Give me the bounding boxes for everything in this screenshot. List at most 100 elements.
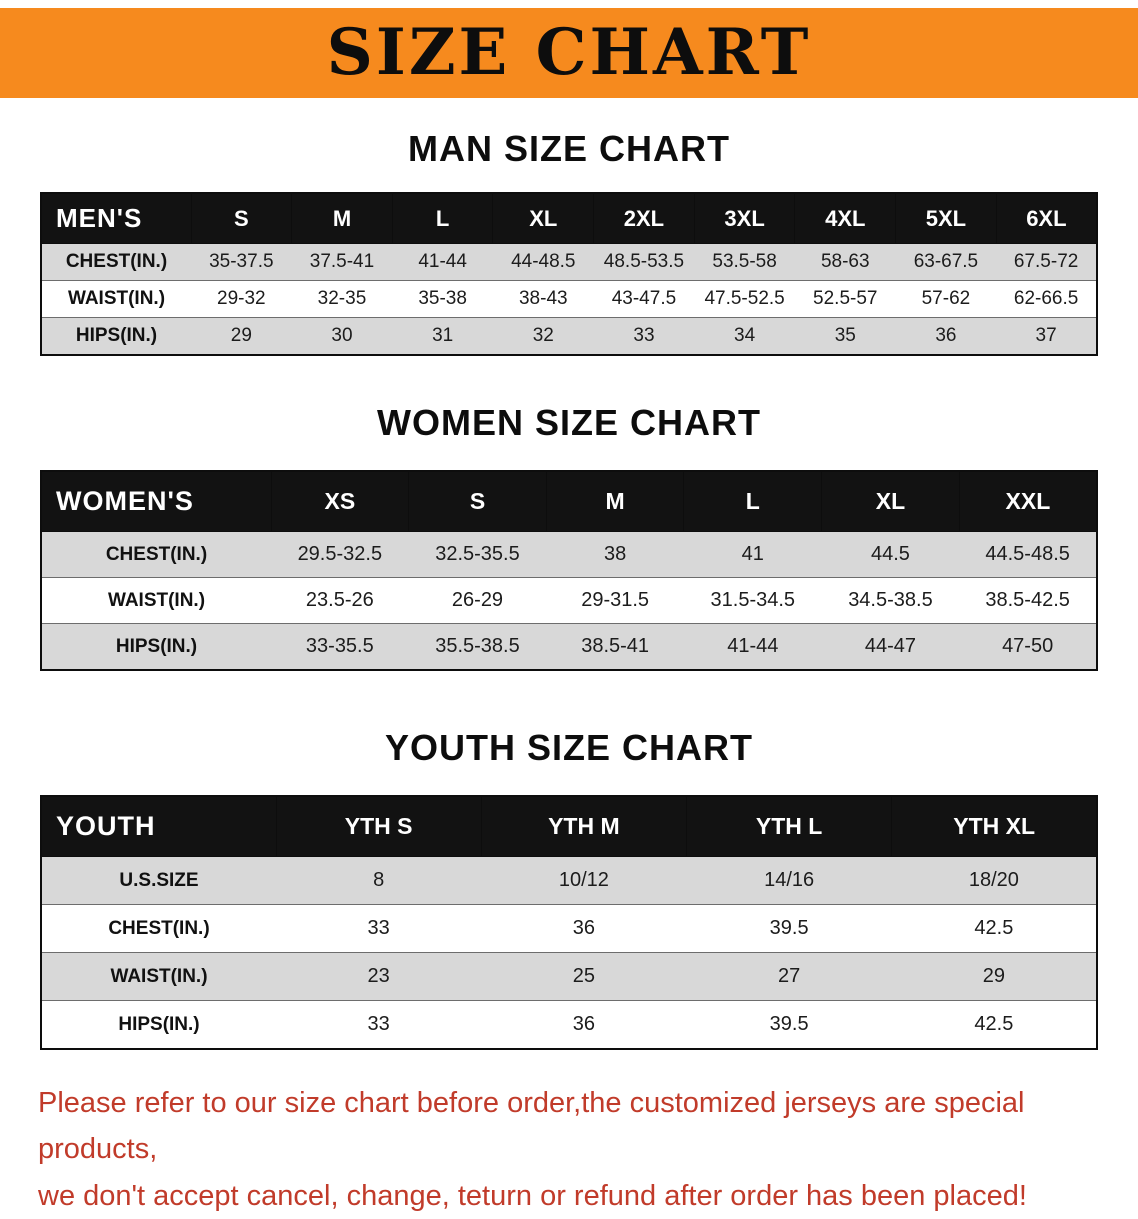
men-size-table: MEN'S S M L XL 2XL 3XL 4XL 5XL 6XL CHEST(IN.) 35-3… xyxy=(40,192,1098,356)
size-column-header: 2XL xyxy=(593,192,695,244)
size-value: 57-62 xyxy=(895,280,997,318)
size-value: 44.5 xyxy=(821,531,960,578)
size-value: 33-35.5 xyxy=(271,623,409,671)
size-value: 41 xyxy=(683,531,822,578)
size-value: 67.5-72 xyxy=(996,243,1097,281)
size-column-header: S xyxy=(190,192,293,244)
size-value: 25 xyxy=(481,952,687,1001)
size-column-header: M xyxy=(545,470,685,532)
size-value: 42.5 xyxy=(891,904,1097,953)
size-value: 18/20 xyxy=(891,856,1097,905)
size-value: 37.5-41 xyxy=(291,243,393,281)
size-value: 33 xyxy=(593,317,695,356)
size-value: 34 xyxy=(694,317,795,356)
youth-section-heading: YOUTH SIZE CHART xyxy=(384,727,753,768)
size-value: 34.5-38.5 xyxy=(821,577,960,624)
size-column-header: S xyxy=(408,470,547,532)
size-column-header: YTH L xyxy=(685,795,893,857)
size-value: 8 xyxy=(276,856,482,905)
size-value: 29.5-32.5 xyxy=(271,531,409,578)
row-label: CHEST(IN.) xyxy=(41,531,271,578)
size-value: 44-47 xyxy=(821,623,960,671)
table-title-cell: WOMEN'S xyxy=(40,470,272,532)
size-column-header: 4XL xyxy=(794,192,897,244)
table-row: HIPS(IN.) 33 36 39.5 42.5 xyxy=(41,1000,1097,1050)
size-value: 35 xyxy=(794,317,896,356)
size-value: 37 xyxy=(996,317,1097,356)
table-row: CHEST(IN.) 33 36 39.5 42.5 xyxy=(41,904,1097,953)
size-column-header: 3XL xyxy=(693,192,796,244)
size-value: 38.5-41 xyxy=(546,623,684,671)
size-value: 47.5-52.5 xyxy=(694,280,795,318)
women-section-heading: WOMEN SIZE CHART xyxy=(377,402,761,443)
size-value: 36 xyxy=(481,904,687,953)
size-column-header: XS xyxy=(270,470,410,532)
row-label: CHEST(IN.) xyxy=(41,243,191,281)
row-label: WAIST(IN.) xyxy=(41,952,276,1001)
table-row: WAIST(IN.) 23 25 27 29 xyxy=(41,952,1097,1001)
size-value: 52.5-57 xyxy=(794,280,896,318)
table-title-cell: MEN'S xyxy=(40,192,192,244)
size-value: 27 xyxy=(686,952,892,1001)
youth-table-header-row: YOUTH YTH S YTH M YTH L YTH XL xyxy=(40,795,1098,857)
size-value: 30 xyxy=(291,317,393,356)
size-value: 63-67.5 xyxy=(895,243,997,281)
size-value: 39.5 xyxy=(686,904,892,953)
size-value: 35-37.5 xyxy=(191,243,292,281)
size-value: 38-43 xyxy=(492,280,594,318)
row-label: HIPS(IN.) xyxy=(41,317,191,356)
table-row: WAIST(IN.) 23.5-26 26-29 29-31.5 31.5-34.5 34… xyxy=(41,577,1097,624)
size-column-header: YTH M xyxy=(480,795,688,857)
size-column-header: XXL xyxy=(958,470,1098,532)
size-value: 32-35 xyxy=(291,280,393,318)
size-column-header: M xyxy=(291,192,393,244)
size-value: 29-32 xyxy=(191,280,292,318)
size-value: 58-63 xyxy=(794,243,896,281)
size-value: 38 xyxy=(546,531,684,578)
size-value: 33 xyxy=(276,1000,482,1050)
size-value: 44-48.5 xyxy=(492,243,594,281)
size-value: 14/16 xyxy=(686,856,892,905)
size-value: 36 xyxy=(895,317,997,356)
size-column-header: 6XL xyxy=(995,192,1098,244)
women-table-header-row: WOMEN'S XS S M L XL XXL xyxy=(40,470,1098,532)
size-column-header: XL xyxy=(821,470,960,532)
row-label: U.S.SIZE xyxy=(41,856,276,905)
youth-size-table: YOUTH YTH S YTH M YTH L YTH XL U.S.SIZE 8 10/1… xyxy=(40,795,1098,1050)
size-value: 62-66.5 xyxy=(996,280,1097,318)
size-value: 10/12 xyxy=(481,856,687,905)
table-row: HIPS(IN.) 29 30 31 32 33 34 35 36 37 xyxy=(41,317,1097,356)
size-value: 31.5-34.5 xyxy=(683,577,822,624)
size-value: 44.5-48.5 xyxy=(959,531,1097,578)
table-title-cell: YOUTH xyxy=(40,795,277,857)
size-value: 35.5-38.5 xyxy=(408,623,547,671)
size-value: 47-50 xyxy=(959,623,1097,671)
size-value: 23 xyxy=(276,952,482,1001)
size-column-header: YTH S xyxy=(275,795,482,857)
size-value: 48.5-53.5 xyxy=(593,243,695,281)
table-row: CHEST(IN.) 29.5-32.5 32.5-35.5 38 41 44.5 44.5… xyxy=(41,531,1097,578)
size-column-header: L xyxy=(683,470,823,532)
size-value: 32 xyxy=(492,317,594,356)
size-value: 41-44 xyxy=(392,243,493,281)
size-value: 23.5-26 xyxy=(271,577,409,624)
row-label: WAIST(IN.) xyxy=(41,280,191,318)
size-value: 41-44 xyxy=(683,623,822,671)
size-value: 31 xyxy=(392,317,493,356)
row-label: WAIST(IN.) xyxy=(41,577,271,624)
row-label: HIPS(IN.) xyxy=(41,1000,276,1050)
size-value: 36 xyxy=(481,1000,687,1050)
size-value: 29 xyxy=(191,317,292,356)
size-value: 39.5 xyxy=(686,1000,892,1050)
size-value: 53.5-58 xyxy=(694,243,795,281)
size-column-header: XL xyxy=(492,192,595,244)
disclaimer-line-1: Please refer to our size chart before or… xyxy=(38,1087,1025,1166)
size-value: 43-47.5 xyxy=(593,280,695,318)
table-row: WAIST(IN.) 29-32 32-35 35-38 38-43 43-47.5 47.… xyxy=(41,280,1097,318)
size-value: 35-38 xyxy=(392,280,493,318)
row-label: CHEST(IN.) xyxy=(41,904,276,953)
size-value: 26-29 xyxy=(408,577,547,624)
size-value: 32.5-35.5 xyxy=(408,531,547,578)
size-value: 29-31.5 xyxy=(546,577,684,624)
men-table-header-row: MEN'S S M L XL 2XL 3XL 4XL 5XL 6XL xyxy=(40,192,1098,244)
